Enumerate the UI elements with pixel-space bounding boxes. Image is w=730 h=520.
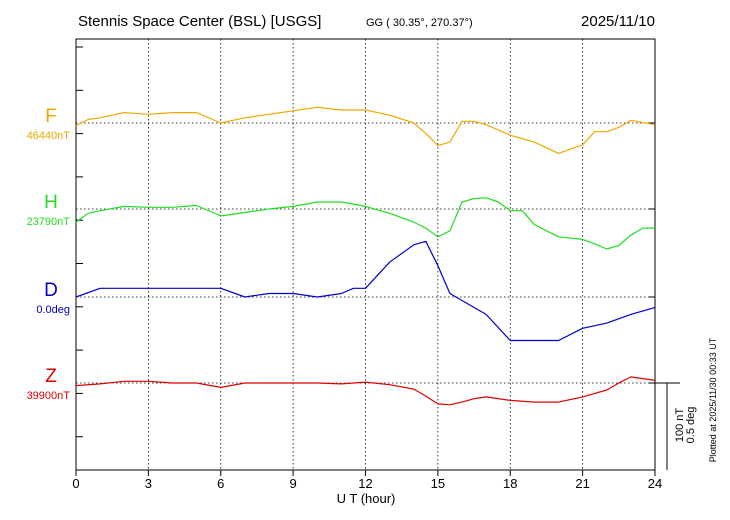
series-name-H: H — [44, 192, 58, 213]
x-axis-label: U T (hour) — [337, 491, 396, 506]
series-layer — [75, 106, 656, 406]
series-labels: F 46440nT H 23790nT D 0.0deg Z 39900nT — [27, 106, 71, 402]
date-label: 2025/11/10 — [581, 13, 655, 30]
station-title: Stennis Space Center (BSL) [USGS] — [78, 13, 321, 30]
x-tick-label: 12 — [358, 476, 372, 491]
x-tick-label: 9 — [290, 476, 297, 491]
x-ticks: 0 3 6 9 12 15 18 21 24 — [72, 46, 662, 491]
series-baseline-Z: 39900nT — [27, 390, 71, 402]
series-line-H — [75, 197, 655, 250]
x-tick-label: 15 — [431, 476, 445, 491]
series-baseline-D: 0.0deg — [36, 304, 70, 316]
series-name-D: D — [44, 280, 58, 301]
plotted-note: Plotted at 2025/11/30 00:33 UT — [708, 337, 718, 462]
scale-bar: 100 nT 0.5 deg — [655, 382, 697, 470]
series-baseline-H: 23790nT — [27, 216, 71, 228]
series-baseline-F: 46440nT — [27, 130, 71, 142]
series-line-Z — [75, 376, 656, 406]
x-tick-label: 24 — [648, 476, 662, 491]
series-line-D — [75, 240, 656, 342]
x-tick-label: 0 — [72, 476, 79, 491]
coordinates-label: GG ( 30.35°, 270.37°) — [366, 17, 473, 29]
grid — [76, 39, 655, 470]
x-tick-label: 3 — [145, 476, 152, 491]
x-tick-label: 21 — [575, 476, 589, 491]
series-name-Z: Z — [45, 366, 57, 387]
series-name-F: F — [45, 106, 57, 127]
x-tick-label: 18 — [503, 476, 517, 491]
scale-nt-label: 100 nT — [674, 408, 686, 443]
series-line-F — [75, 106, 656, 154]
x-tick-label: 6 — [217, 476, 224, 491]
scale-deg-label: 0.5 deg — [685, 407, 697, 444]
